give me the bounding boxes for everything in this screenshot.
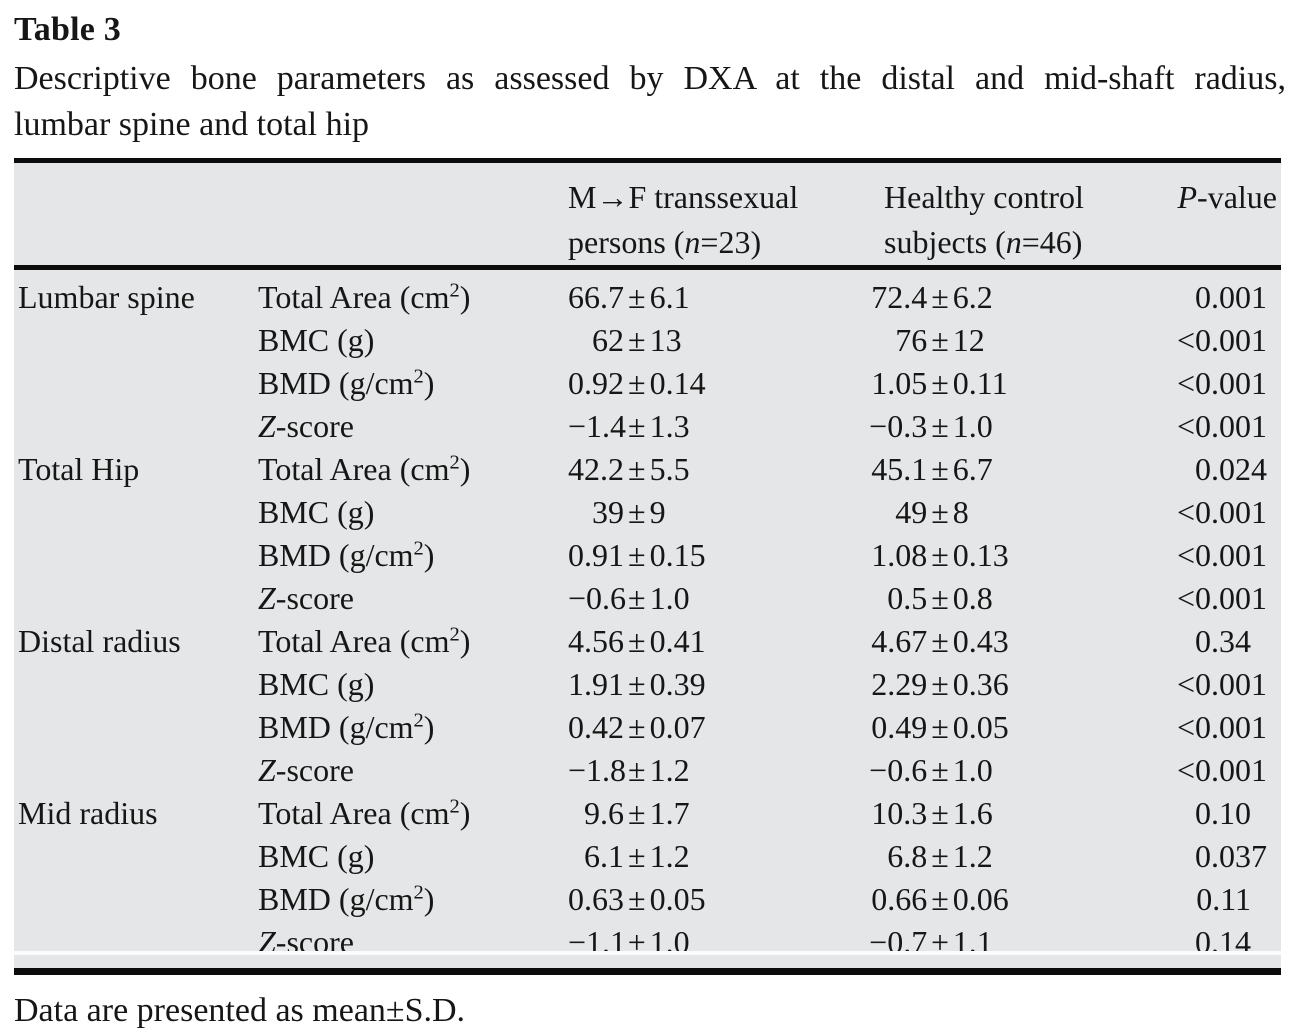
table-title: Table 3 xyxy=(14,11,121,48)
value-control: 49 ±8 xyxy=(895,494,969,530)
param-label: Z-score xyxy=(258,924,354,960)
value-p: 0.001 xyxy=(1195,279,1267,315)
empty-header-cell xyxy=(14,175,258,265)
empty-cell xyxy=(14,663,258,706)
value-control: 72.4 ±6.2 xyxy=(871,279,993,315)
data-table: M→F transsexual persons (n=23) Healthy c… xyxy=(14,158,1281,975)
value-control: 45.1 ±6.7 xyxy=(871,451,993,487)
value-p: 0.34 xyxy=(1195,623,1251,659)
value-p: 0.024 xyxy=(1195,451,1267,487)
value-p: <0.001 xyxy=(1176,666,1267,702)
empty-cell xyxy=(14,405,258,448)
param-label: Total Area (cm2) xyxy=(258,623,471,659)
param-label: Z-score xyxy=(258,408,354,444)
value-mf: 6.1 ±1.2 xyxy=(584,838,690,874)
param-label: BMC (g) xyxy=(258,494,375,530)
value-mf: −1.4 ±1.3 xyxy=(568,408,690,444)
param-label: BMD (g/cm2) xyxy=(258,881,435,917)
value-control: 4.67 ±0.43 xyxy=(871,623,1009,659)
value-p: <0.001 xyxy=(1176,709,1267,745)
value-mf: 0.92 ±0.14 xyxy=(568,365,706,401)
empty-header-cell xyxy=(258,175,568,265)
value-mf: 9.6 ±1.7 xyxy=(584,795,690,831)
value-p: <0.001 xyxy=(1176,408,1267,444)
empty-cell xyxy=(14,319,258,362)
value-p: <0.001 xyxy=(1176,322,1267,358)
param-label: Z-score xyxy=(258,752,354,788)
table-caption: Descriptive bone parameters as assessed … xyxy=(14,56,1286,148)
value-p: <0.001 xyxy=(1176,494,1267,530)
param-label: BMC (g) xyxy=(258,666,375,702)
value-p: <0.001 xyxy=(1176,365,1267,401)
column-header-pvalue: P-value xyxy=(1177,179,1278,215)
value-mf: −1.8 ±1.2 xyxy=(568,752,690,788)
column-header-control-line1: Healthy control xyxy=(884,179,1084,215)
value-mf: 0.91 ±0.15 xyxy=(568,537,706,573)
column-header-mf-group: M→F transsexual persons (n=23) xyxy=(568,175,868,265)
region-label: Mid radius xyxy=(18,795,158,831)
param-label: Total Area (cm2) xyxy=(258,279,471,315)
empty-cell xyxy=(14,921,258,964)
value-mf: 4.56 ±0.41 xyxy=(568,623,706,659)
empty-cell xyxy=(14,878,258,921)
value-control: 2.29 ±0.36 xyxy=(871,666,1009,702)
value-p: 0.14 xyxy=(1195,924,1251,960)
value-control: −0.3 ±1.0 xyxy=(869,408,993,444)
param-label: BMC (g) xyxy=(258,322,375,358)
value-mf: 1.91 ±0.39 xyxy=(568,666,706,702)
value-control: 1.05 ±0.11 xyxy=(871,365,1008,401)
param-label: BMD (g/cm2) xyxy=(258,709,435,745)
value-control: 0.5 ±0.8 xyxy=(887,580,993,616)
param-label: Z-score xyxy=(258,580,354,616)
value-mf: 66.7 ±6.1 xyxy=(568,279,690,315)
table-body: Lumbar spine Total Area (cm2) 66.7 ±6.1 7… xyxy=(14,270,1281,968)
value-mf: −1.1 ±1.0 xyxy=(568,924,690,960)
empty-cell xyxy=(14,577,258,620)
value-control: 6.8 ±1.2 xyxy=(887,838,993,874)
value-p: <0.001 xyxy=(1176,752,1267,788)
value-control: 1.08 ±0.13 xyxy=(871,537,1009,573)
table-footnote: Data are presented as mean±S.D. xyxy=(14,992,466,1029)
value-p: 0.11 xyxy=(1196,881,1251,917)
column-header-control-line2: subjects (n=46) xyxy=(884,224,1083,260)
param-label: Total Area (cm2) xyxy=(258,451,471,487)
value-control: −0.7 ±1.1 xyxy=(869,924,993,960)
value-p: 0.10 xyxy=(1195,795,1251,831)
caption-line-1: Descriptive bone parameters as assessed … xyxy=(14,60,1286,97)
value-mf: 62 ±13 xyxy=(592,322,682,358)
value-mf: 0.63 ±0.05 xyxy=(568,881,706,917)
column-header-mf-line2: persons (n=23) xyxy=(568,224,762,260)
region-label: Lumbar spine xyxy=(18,279,195,315)
caption-line-2: lumbar spine and total hip xyxy=(14,106,370,143)
value-control: −0.6 ±1.0 xyxy=(869,752,993,788)
column-header-mf-line1: M→F transsexual xyxy=(568,179,799,215)
empty-cell xyxy=(14,362,258,405)
empty-cell xyxy=(14,706,258,749)
param-label: BMD (g/cm2) xyxy=(258,365,435,401)
empty-cell xyxy=(14,534,258,577)
value-control: 0.49 ±0.05 xyxy=(871,709,1009,745)
value-control: 10.3 ±1.6 xyxy=(871,795,993,831)
value-p: 0.037 xyxy=(1195,838,1267,874)
value-control: 76 ±12 xyxy=(895,322,985,358)
region-label: Total Hip xyxy=(18,451,140,487)
param-label: Total Area (cm2) xyxy=(258,795,471,831)
param-label: BMC (g) xyxy=(258,838,375,874)
empty-cell xyxy=(14,835,258,878)
value-mf: 0.42 ±0.07 xyxy=(568,709,706,745)
column-header-control-group: Healthy control subjects (n=46) xyxy=(868,175,1160,265)
region-label: Distal radius xyxy=(18,623,181,659)
table-header-row: M→F transsexual persons (n=23) Healthy c… xyxy=(14,163,1281,270)
value-mf: 42.2 ±5.5 xyxy=(568,451,690,487)
empty-cell xyxy=(14,491,258,534)
value-control: 0.66 ±0.06 xyxy=(871,881,1009,917)
param-label: BMD (g/cm2) xyxy=(258,537,435,573)
value-mf: 39 ±9 xyxy=(592,494,666,530)
value-mf: −0.6 ±1.0 xyxy=(568,580,690,616)
table-bottom-gap xyxy=(14,951,1281,955)
value-p: <0.001 xyxy=(1176,580,1267,616)
value-p: <0.001 xyxy=(1176,537,1267,573)
empty-cell xyxy=(14,749,258,792)
